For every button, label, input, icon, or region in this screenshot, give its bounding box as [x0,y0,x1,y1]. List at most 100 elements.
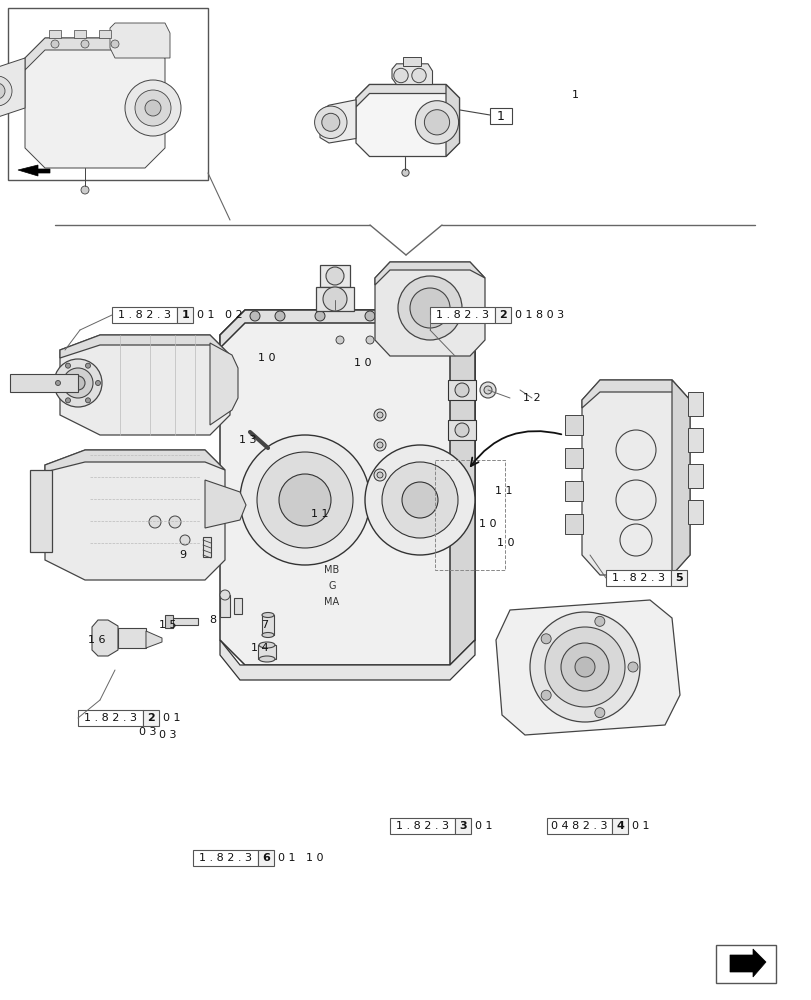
Bar [234,598,242,614]
Bar [118,628,146,648]
Polygon shape [210,343,238,425]
Bar [258,645,276,659]
Polygon shape [220,640,474,680]
Circle shape [336,336,344,344]
Polygon shape [729,949,765,977]
Text: 0 1: 0 1 [474,821,492,831]
Text: 1 4: 1 4 [251,643,268,653]
Text: 2: 2 [147,713,155,723]
Polygon shape [581,380,689,408]
Bar [78,710,143,726]
Circle shape [544,627,624,707]
Bar [315,287,354,311]
Bar [448,380,475,400]
Bar [455,818,470,834]
Text: 0 3: 0 3 [159,730,177,740]
Circle shape [314,106,346,139]
Circle shape [411,68,426,83]
Circle shape [145,100,161,116]
Bar [402,57,420,66]
Circle shape [376,412,383,418]
Text: 0 1: 0 1 [163,713,181,723]
Circle shape [180,535,190,545]
Circle shape [275,311,285,321]
Circle shape [627,662,637,672]
Circle shape [381,462,457,538]
Circle shape [483,386,491,394]
Polygon shape [60,335,230,435]
Text: 1 2: 1 2 [522,393,540,403]
Bar [564,448,582,468]
Bar [430,307,495,323]
Text: 0 3: 0 3 [139,727,157,737]
Text: 3: 3 [459,821,466,831]
Text: 0 4 8 2 . 3: 0 4 8 2 . 3 [551,821,607,831]
Bar [30,470,52,552]
Polygon shape [109,23,169,58]
Text: 1 6: 1 6 [88,635,105,645]
Circle shape [315,311,324,321]
Circle shape [594,708,604,718]
Text: 7: 7 [261,620,268,630]
Bar [489,108,512,124]
Circle shape [125,80,181,136]
Bar [687,500,702,524]
Text: 0 1   1 0: 0 1 1 0 [278,853,324,863]
Polygon shape [392,64,432,85]
Text: 5: 5 [675,573,682,583]
Text: 0 1: 0 1 [632,821,649,831]
Circle shape [440,311,449,321]
Bar [99,30,111,38]
Bar [258,850,274,866]
Text: 1 . 8 2 . 3: 1 . 8 2 . 3 [118,310,171,320]
Bar [74,30,86,38]
FancyArrowPatch shape [470,431,560,466]
Text: G: G [328,581,335,591]
Bar [143,710,159,726]
Text: 1 . 8 2 . 3: 1 . 8 2 . 3 [199,853,251,863]
Circle shape [365,311,375,321]
Polygon shape [25,38,165,168]
Text: 1: 1 [181,310,189,320]
Circle shape [257,452,353,548]
Bar [8,8,208,180]
Bar [435,460,504,570]
Circle shape [415,101,458,144]
Circle shape [594,616,604,626]
Text: 1 3: 1 3 [239,435,256,445]
Polygon shape [204,480,246,528]
Circle shape [376,472,383,478]
Ellipse shape [259,656,275,662]
Text: 0 1 8 0 3: 0 1 8 0 3 [514,310,564,320]
Circle shape [374,409,385,421]
Circle shape [111,40,119,48]
Polygon shape [581,380,689,575]
Bar [687,428,702,452]
Text: 8: 8 [209,615,217,625]
Bar [203,537,211,557]
Polygon shape [375,262,484,356]
Ellipse shape [262,633,273,638]
Circle shape [365,445,474,555]
Text: 4: 4 [616,821,624,831]
Circle shape [169,516,181,528]
Bar [220,595,230,617]
Ellipse shape [262,612,273,617]
Circle shape [55,380,61,385]
Bar [389,818,455,834]
Bar [320,265,350,287]
Circle shape [54,359,102,407]
Polygon shape [355,85,459,107]
Circle shape [321,113,339,131]
Circle shape [454,383,469,397]
Text: 9: 9 [179,550,187,560]
Text: 1 . 8 2 . 3: 1 . 8 2 . 3 [396,821,448,831]
Bar [605,570,671,586]
Bar [671,570,686,586]
Text: 1 0: 1 0 [496,538,514,548]
Circle shape [0,76,12,106]
Circle shape [0,83,5,99]
Circle shape [376,442,383,448]
Circle shape [560,643,608,691]
Polygon shape [0,58,25,118]
